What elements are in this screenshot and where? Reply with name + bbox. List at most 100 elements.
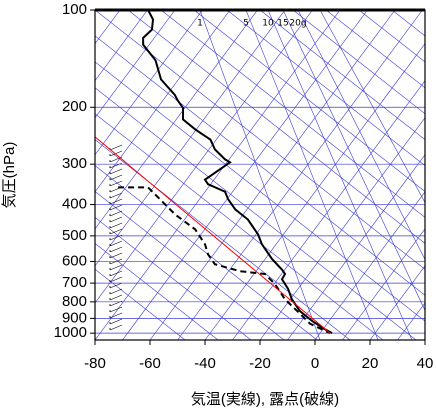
wind-barb <box>109 198 123 205</box>
y-tick-label: 300 <box>62 155 87 172</box>
wind-barb <box>109 222 123 229</box>
wind-barb <box>109 276 123 283</box>
mixing-ratio-line <box>297 10 425 261</box>
x-tick-label: -40 <box>194 355 216 372</box>
y-tick-label: 400 <box>62 196 87 213</box>
y-tick-label: 1000 <box>54 324 87 341</box>
y-tick-label: 900 <box>62 309 87 326</box>
profile-line <box>118 186 331 335</box>
isotherm <box>95 10 286 267</box>
mixing-ratio-line <box>282 10 425 312</box>
wind-barb <box>109 210 123 217</box>
adiabat <box>226 10 425 166</box>
y-tick-label: 500 <box>62 227 87 244</box>
wind-barb <box>109 246 123 253</box>
wind-barb <box>109 174 123 181</box>
wind-barb <box>109 180 123 187</box>
annotation: 10 <box>262 19 274 29</box>
wind-barb <box>109 150 123 157</box>
adiabat <box>325 10 425 89</box>
y-axis-label: 気圧(hPa) <box>1 142 18 209</box>
adiabat <box>391 10 425 37</box>
adiabat <box>95 268 186 340</box>
isotherm <box>314 191 425 340</box>
wind-barb <box>109 324 123 331</box>
isotherm <box>95 10 313 304</box>
wind-barb <box>109 168 123 175</box>
adiabat <box>160 10 425 218</box>
x-tick-label: -80 <box>84 355 106 372</box>
mixing-ratio-line <box>267 10 413 340</box>
isotherm <box>204 43 425 340</box>
wind-barb <box>109 204 123 211</box>
isotherm <box>259 117 425 340</box>
adiabat <box>259 10 425 141</box>
x-tick-label: 20 <box>362 355 379 372</box>
isotherm <box>287 154 425 340</box>
adiabat <box>193 10 425 192</box>
wind-barb <box>109 144 123 151</box>
adiabat <box>95 113 384 340</box>
adiabat <box>127 10 425 244</box>
x-tick-label: 0 <box>311 355 319 372</box>
y-tick-label: 200 <box>62 98 87 115</box>
wind-barb <box>109 240 123 247</box>
annotation: 15 <box>277 19 288 29</box>
isotherm <box>177 10 423 340</box>
annotation: 1 <box>197 19 203 29</box>
adiabat <box>424 10 425 11</box>
wind-barb <box>109 294 123 301</box>
wind-barb <box>109 192 123 199</box>
wind-barb <box>109 318 123 325</box>
profile-line <box>142 10 333 335</box>
isotherm <box>369 265 425 340</box>
adiabat <box>95 191 285 340</box>
isotherm <box>342 228 425 340</box>
mixing-ratio-line <box>319 10 425 204</box>
annotation: 5 <box>243 19 249 29</box>
y-tick-label: 600 <box>62 252 87 269</box>
y-tick-label: 700 <box>62 274 87 291</box>
x-tick-label: -20 <box>249 355 271 372</box>
wind-barb <box>109 288 123 295</box>
isotherm <box>424 339 425 340</box>
y-tick-label: 100 <box>62 1 87 18</box>
adiabat <box>95 217 252 340</box>
wind-barb <box>109 306 123 313</box>
adiabat <box>95 242 219 340</box>
isotherm <box>95 10 231 193</box>
annotation: 20g <box>289 19 306 29</box>
y-tick-label: 800 <box>62 293 87 310</box>
adiabat <box>95 35 425 296</box>
mixing-ratio-line <box>245 10 379 340</box>
adiabat <box>95 61 425 322</box>
x-tick-label: -60 <box>139 355 161 372</box>
isotherm <box>397 302 425 340</box>
adiabat <box>95 139 351 340</box>
profile-line <box>95 136 331 334</box>
isotherm <box>95 10 121 45</box>
isotherm <box>95 10 203 156</box>
adiabat <box>292 10 425 115</box>
isotherm <box>232 80 425 340</box>
adiabat <box>95 10 425 270</box>
isotherm <box>122 10 368 340</box>
background-lines <box>95 10 425 340</box>
wind-barb <box>109 216 123 223</box>
wind-barb <box>109 252 123 259</box>
wind-barb <box>109 312 123 319</box>
wind-barb <box>109 228 123 235</box>
mixing-ratio-line <box>199 10 321 340</box>
isotherm <box>149 10 396 340</box>
isotherm <box>95 10 148 82</box>
wind-barb <box>109 270 123 277</box>
isotherm <box>95 10 341 340</box>
isotherm <box>95 10 258 230</box>
adiabat <box>95 165 318 340</box>
isotherm <box>95 10 176 119</box>
x-tick-label: 40 <box>417 355 434 372</box>
x-axis-label: 気温(実線), 露点(破線) <box>191 391 339 408</box>
wind-barb <box>109 264 123 271</box>
